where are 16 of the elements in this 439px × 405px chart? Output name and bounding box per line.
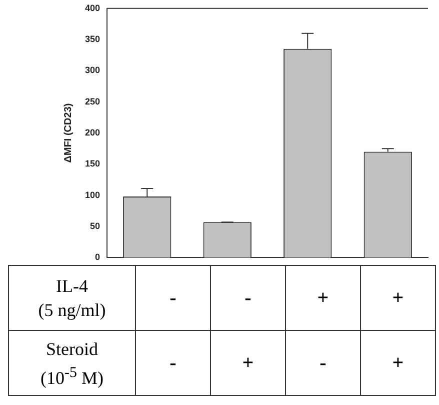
y-tick-label: 150 — [84, 158, 100, 169]
text: IL-4 (5 ng/ml) — [37, 275, 107, 322]
category-label: + - — [317, 286, 329, 374]
text: Steroid (10$^{-5}$ M) — [40, 338, 104, 390]
y-tick-label: 250 — [84, 96, 100, 106]
y-tick-label: 100 — [84, 190, 100, 200]
y-tick-label: 300 — [84, 65, 100, 76]
category-label: - - — [170, 286, 176, 374]
y-tick-label: 200 — [84, 127, 100, 138]
category-label: - + — [242, 286, 254, 374]
y-tick-label: 400 — [84, 2, 100, 13]
y-tick-label: 350 — [84, 34, 100, 44]
y-axis-title: ΔMFI (CD23) — [62, 103, 74, 163]
category-label: + + — [392, 286, 404, 374]
y-tick-label: 0 — [94, 252, 100, 262]
y-tick-label: 50 — [90, 220, 100, 231]
